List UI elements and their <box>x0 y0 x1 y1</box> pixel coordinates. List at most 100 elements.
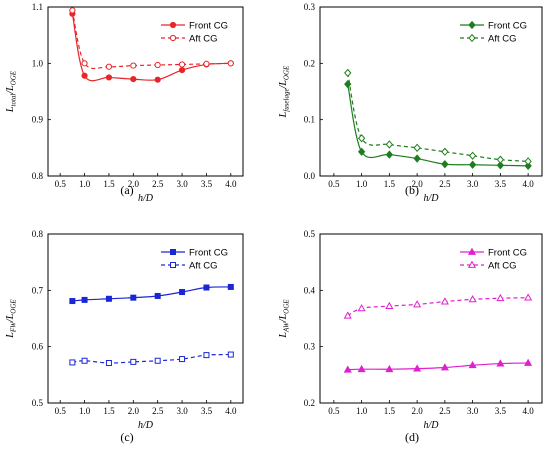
plot-frame <box>319 233 543 404</box>
plot-frame <box>319 6 543 177</box>
data-point <box>440 363 449 371</box>
data-point <box>69 7 76 14</box>
x-tick-label: 1.0 <box>79 179 91 189</box>
plot-frame <box>47 6 244 177</box>
data-point <box>496 161 505 170</box>
x-tick-label: 4.0 <box>225 179 237 189</box>
data-point <box>524 157 532 166</box>
data-point <box>413 300 422 308</box>
x-tick-label: 0.5 <box>55 179 67 189</box>
data-point <box>203 284 210 291</box>
series-aft-cg <box>69 351 234 367</box>
data-point <box>81 357 88 364</box>
data-point <box>179 289 186 296</box>
data-point <box>524 161 532 171</box>
data-point <box>468 151 477 160</box>
x-tick-label: 3.0 <box>467 179 479 189</box>
y-tick-label: 1.0 <box>32 58 44 68</box>
x-tick-label: 4.0 <box>225 406 237 416</box>
chart-panel-1: 0.5 1.0 1.5 2.0 2.5 3.0 3.5 4.0 0.8 0.9 1.0 1.1 h/D L… <box>5 2 244 204</box>
series-aft-cg <box>343 293 533 319</box>
y-tick-label: 0.8 <box>32 229 44 239</box>
y-tick-label: 0.6 <box>32 342 44 352</box>
legend-marker <box>468 20 476 30</box>
data-point <box>385 364 394 373</box>
data-point <box>203 352 210 359</box>
panel-caption: (c) <box>120 430 133 444</box>
data-point <box>154 292 161 299</box>
x-tick-label: 3.0 <box>176 406 188 416</box>
data-point <box>413 154 421 163</box>
legend-label: Front CG <box>488 248 527 259</box>
x-tick-label: 1.5 <box>384 406 396 416</box>
data-point <box>413 364 422 372</box>
x-tick-label: 1.5 <box>384 179 396 189</box>
data-point <box>227 283 234 290</box>
data-point <box>385 301 394 310</box>
x-tick-label: 3.5 <box>201 406 213 416</box>
data-point <box>524 358 533 366</box>
data-point <box>178 61 186 68</box>
y-axis-title: LAW/LOGE <box>278 299 291 339</box>
data-point <box>496 359 505 367</box>
x-tick-label: 3.5 <box>495 179 507 189</box>
x-axis-title: h/D <box>138 193 154 204</box>
chart-panel-3: 0.5 1.0 1.5 2.0 2.5 3.0 3.5 4.0 0.5 0.6 0.7 0.8 h/D L… <box>5 229 244 444</box>
data-point <box>357 134 366 143</box>
data-point <box>227 351 234 358</box>
y-tick-label: 0.2 <box>304 58 315 68</box>
y-tick-label: 0.0 <box>304 171 316 181</box>
y-tick-label: 1.1 <box>32 2 43 12</box>
x-tick-label: 2.5 <box>152 406 164 416</box>
data-point <box>468 160 477 169</box>
data-point <box>81 296 88 303</box>
plot-frame <box>47 233 244 404</box>
x-tick-label: 1.5 <box>103 406 115 416</box>
x-tick-label: 4.0 <box>523 406 535 416</box>
chart-panel-4: 0.5 1.0 1.5 2.0 2.5 3.0 3.5 4.0 0.2 0.3 0.4 0.5 h/D L… <box>278 229 543 444</box>
x-tick-label: 2.0 <box>128 406 140 416</box>
data-point <box>105 74 113 81</box>
series-line <box>347 72 529 162</box>
data-point <box>441 147 449 156</box>
series-front-cg <box>344 80 532 171</box>
legend-entry: Front CG <box>161 248 228 259</box>
y-tick-label: 0.5 <box>32 398 44 408</box>
x-tick-label: 0.5 <box>328 406 340 416</box>
series-line <box>347 84 529 167</box>
legend-marker <box>170 249 176 255</box>
x-tick-label: 2.0 <box>128 179 140 189</box>
data-point <box>130 76 137 83</box>
data-point <box>441 160 449 169</box>
data-point <box>385 140 394 149</box>
legend-entry: Front CG <box>460 21 527 32</box>
chart-panel-2: 0.5 1.0 1.5 2.0 2.5 3.0 3.5 4.0 0.0 0.1 0.2 0.3 h/D L… <box>278 2 543 204</box>
y-tick-label: 0.5 <box>304 229 316 239</box>
y-tick-label: 0.3 <box>304 342 316 352</box>
data-point <box>413 143 421 152</box>
legend-entry: Front CG <box>460 248 527 259</box>
legend-marker <box>169 34 177 42</box>
series-aft-cg <box>69 7 234 70</box>
data-point <box>81 72 88 79</box>
series-front-cg <box>69 283 234 305</box>
data-point <box>496 155 505 164</box>
data-point <box>385 150 394 159</box>
legend-label: Front CG <box>189 248 228 259</box>
x-tick-label: 2.5 <box>439 406 451 416</box>
data-point <box>130 358 137 365</box>
legend-entry: Aft CG <box>161 261 218 272</box>
data-point <box>468 295 477 303</box>
legend-entry: Aft CG <box>460 34 517 45</box>
legend-marker <box>468 33 476 43</box>
data-point <box>343 311 352 319</box>
data-point <box>130 294 137 301</box>
y-tick-label: 0.9 <box>32 115 44 125</box>
data-point <box>343 365 352 373</box>
x-axis-title: h/D <box>424 420 440 431</box>
data-point <box>69 359 76 366</box>
data-point <box>69 298 76 305</box>
x-tick-label: 3.0 <box>467 406 479 416</box>
x-tick-label: 1.0 <box>356 179 368 189</box>
